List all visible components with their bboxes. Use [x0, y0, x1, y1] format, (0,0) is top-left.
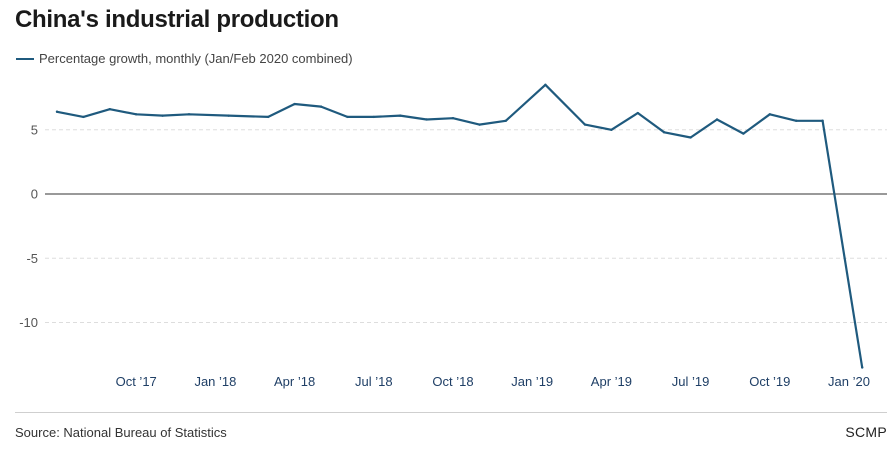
data-point: [108, 107, 112, 111]
chart-title: China's industrial production: [15, 6, 339, 33]
data-point: [636, 111, 639, 115]
data-point: [319, 105, 323, 108]
data-point: [663, 131, 666, 134]
x-tick-label: Apr ’19: [591, 374, 632, 389]
x-tick-label: Jan ’20: [828, 374, 870, 389]
data-point: [267, 115, 270, 119]
data-point: [187, 113, 191, 116]
data-point: [861, 366, 864, 369]
data-point: [399, 114, 402, 117]
data-point: [346, 115, 349, 119]
brand-logo: SCMP: [845, 424, 887, 440]
data-point: [293, 102, 296, 106]
x-tick-label: Jul ’18: [355, 374, 393, 389]
data-point: [610, 128, 613, 131]
data-point: [742, 132, 745, 135]
data-point: [768, 113, 771, 116]
data-point: [372, 115, 375, 119]
legend-label: Percentage growth, monthly (Jan/Feb 2020…: [39, 51, 353, 66]
x-tick-label: Jul ’19: [672, 374, 710, 389]
legend: Percentage growth, monthly (Jan/Feb 2020…: [16, 51, 353, 66]
x-tick-label: Jan ’19: [511, 374, 553, 389]
y-tick-label: 0: [31, 187, 38, 202]
x-tick-label: Oct ’18: [432, 374, 473, 389]
data-point: [425, 118, 428, 121]
data-point: [821, 119, 824, 122]
data-point: [715, 118, 719, 121]
data-point: [227, 114, 230, 117]
y-tick-label: -10: [19, 315, 38, 330]
data-point: [689, 136, 692, 139]
source-note: Source: National Bureau of Statistics: [15, 425, 227, 440]
data-point: [504, 119, 507, 122]
data-point: [478, 123, 481, 126]
y-tick-label: 5: [31, 122, 38, 137]
data-point: [451, 116, 455, 120]
x-tick-label: Jan ’18: [194, 374, 236, 389]
footer-divider: [15, 412, 887, 413]
data-point: [544, 83, 547, 86]
series-line: [55, 83, 864, 369]
y-tick-label: -5: [26, 251, 38, 266]
data-point: [161, 114, 164, 117]
data-point: [135, 113, 138, 116]
data-point: [82, 115, 85, 119]
data-point: [795, 119, 798, 122]
x-tick-label: Oct ’19: [749, 374, 790, 389]
data-point: [583, 123, 587, 126]
x-tick-label: Oct ’17: [116, 374, 157, 389]
legend-swatch: [16, 57, 34, 60]
data-point: [55, 110, 59, 113]
x-tick-label: Apr ’18: [274, 374, 315, 389]
